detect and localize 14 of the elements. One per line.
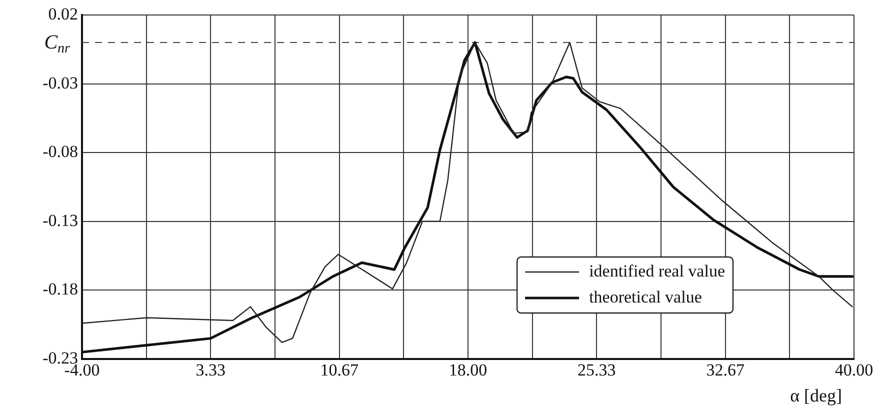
- legend-label: theoretical value: [589, 287, 702, 306]
- y-tick-label: -0.03: [42, 73, 78, 92]
- x-tick-label: 40.00: [834, 360, 874, 380]
- y-tick-label: 0.02: [48, 4, 78, 24]
- y-tick-label: -0.13: [42, 210, 78, 230]
- legend-label: identified real value: [589, 261, 726, 280]
- x-axis-title: α [deg]: [790, 386, 842, 406]
- x-tick-label: 32.67: [706, 360, 746, 380]
- y-tick-label: -0.08: [42, 142, 78, 162]
- y-tick-label: -0.18: [42, 280, 78, 299]
- x-tick-label: 10.67: [320, 360, 360, 380]
- x-tick-label: 18.00: [448, 360, 488, 380]
- x-tick-label: 25.33: [577, 360, 616, 380]
- x-tick-label: 3.33: [196, 360, 226, 380]
